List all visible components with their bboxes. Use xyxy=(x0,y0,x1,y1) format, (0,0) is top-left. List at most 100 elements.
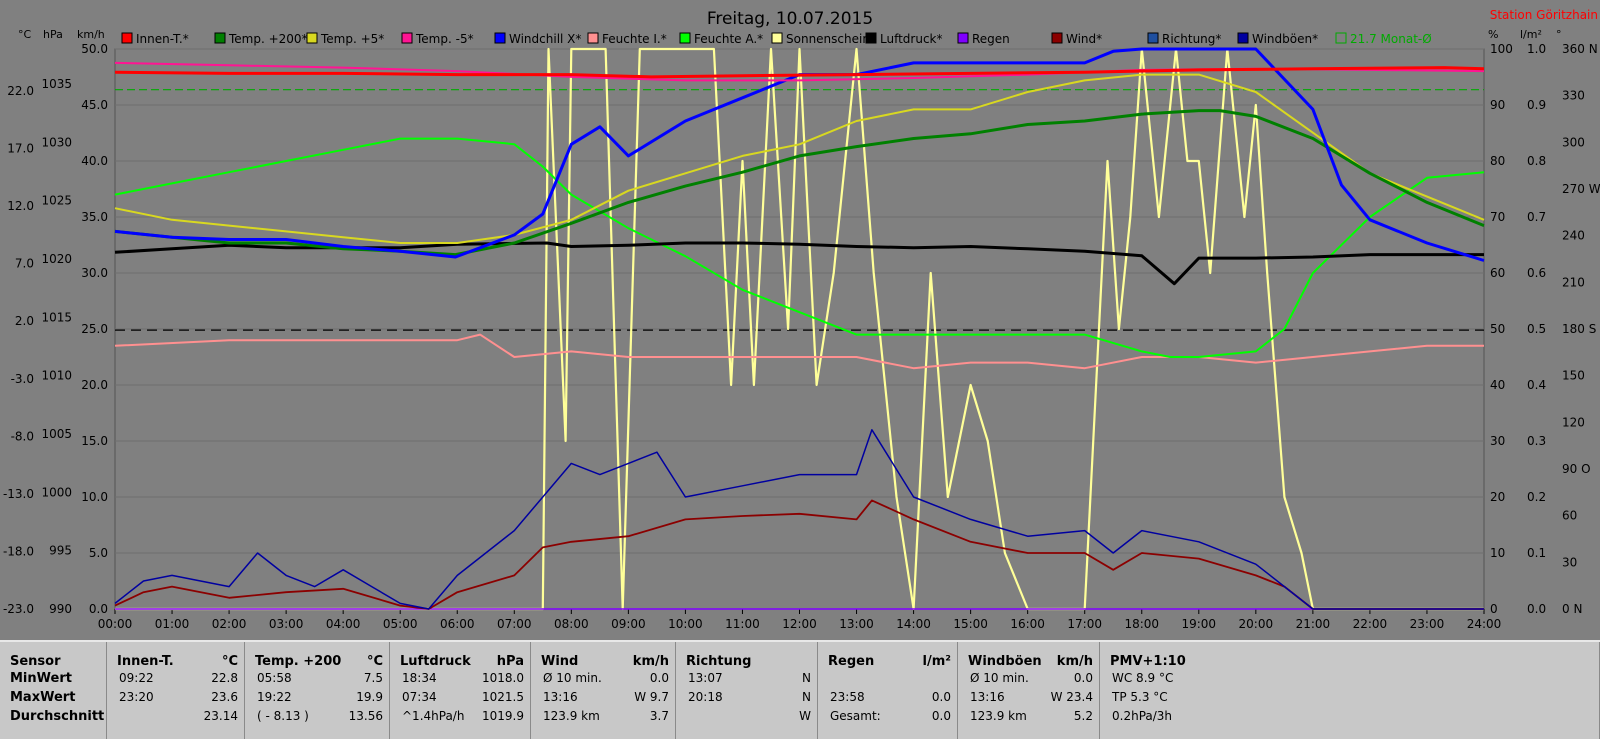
hpa-tick-label: 1010 xyxy=(41,369,72,383)
legend-label: Sonnenschein xyxy=(786,32,870,46)
series-line-feuchte-a xyxy=(114,137,1485,358)
time-tick-label: 16:00 xyxy=(1010,617,1045,631)
column-header: Regen xyxy=(828,654,875,669)
legend-swatch xyxy=(401,32,413,44)
celsius-tick-label: 7.0 xyxy=(15,257,34,271)
kmh-tick-label: 50.0 xyxy=(81,42,108,56)
kmh-tick-label: 35.0 xyxy=(81,210,108,224)
series-line-windb-en xyxy=(114,429,1484,610)
time-tick-label: 03:00 xyxy=(269,617,304,631)
column-header: PMV+1:10 xyxy=(1110,654,1186,669)
cell-time: 23:58 xyxy=(830,690,865,704)
legend-swatch xyxy=(865,32,877,44)
cell-time: Gesamt: xyxy=(830,709,881,723)
direction-tick-label: 330 xyxy=(1562,89,1585,103)
time-tick-label: 24:00 xyxy=(1467,617,1502,631)
reference-lines xyxy=(115,89,1484,331)
celsius-tick-label: 2.0 xyxy=(15,314,34,328)
direction-tick-label: 270 W xyxy=(1562,182,1600,196)
percent-tick-label: 70 xyxy=(1490,210,1505,224)
row-label: Durchschnitt xyxy=(10,709,105,724)
legend-swatch xyxy=(1335,32,1347,44)
hpa-tick-label: 1020 xyxy=(41,252,72,266)
lm2-tick-label: 0.0 xyxy=(1527,602,1546,616)
column-header: Temp. +200 xyxy=(255,654,342,669)
kmh-tick-label: 40.0 xyxy=(81,154,108,168)
cell-time: 07:34 xyxy=(402,690,437,704)
legend-label: Feuchte I.* xyxy=(602,32,667,46)
direction-tick-label: 0 N xyxy=(1562,602,1582,616)
cell-value: 1019.9 xyxy=(482,709,524,723)
cell-value: 19.9 xyxy=(356,690,383,704)
cell-value: W 9.7 xyxy=(634,690,669,704)
legend-swatch xyxy=(587,32,599,44)
unit-hpa: hPa xyxy=(43,28,63,41)
percent-tick-label: 10 xyxy=(1490,546,1505,560)
kmh-tick-label: 30.0 xyxy=(81,266,108,280)
cell-value: 0.0 xyxy=(1073,671,1093,685)
table-column: Innen-T. °C 09:22 22.8 23:20 23.6 23.14 xyxy=(107,642,245,739)
legend-swatch xyxy=(771,32,783,44)
direction-tick-label: 150 xyxy=(1562,369,1585,383)
cell-time: ( - 8.13 ) xyxy=(257,709,309,723)
percent-tick-label: 50 xyxy=(1490,322,1505,336)
kmh-tick-label: 45.0 xyxy=(81,98,108,112)
time-tick-label: 09:00 xyxy=(611,617,646,631)
table-column: Windböen km/h Ø 10 min. 0.0 13:16 W 23.4 123.9… xyxy=(958,642,1100,739)
celsius-tick-label: -8.0 xyxy=(11,429,34,443)
legend-label: Temp. +5* xyxy=(320,32,384,46)
kmh-tick-label: 15.0 xyxy=(81,434,108,448)
legend-swatch xyxy=(121,32,133,44)
direction-tick-label: 120 xyxy=(1562,415,1585,429)
cell-value: 0.0 xyxy=(931,709,951,723)
cell-time: 20:18 xyxy=(688,690,723,704)
cell-time: ^1.4hPa/h xyxy=(402,709,465,723)
hpa-tick-label: 990 xyxy=(49,602,72,616)
lm2-tick-label: 1.0 xyxy=(1527,42,1546,56)
percent-tick-label: 80 xyxy=(1490,154,1505,168)
table-column: Temp. +200 °C 05:58 7.5 19:22 19.9 ( - 8.13 ) 1… xyxy=(245,642,390,739)
cell-value: 0.0 xyxy=(931,690,951,704)
time-tick-label: 02:00 xyxy=(212,617,247,631)
time-tick-label: 04:00 xyxy=(326,617,361,631)
time-tick-label: 05:00 xyxy=(383,617,418,631)
table-column: Regen l/m² 23:58 0.0 Gesamt: 0.0 xyxy=(818,642,958,739)
cell-time: 18:34 xyxy=(402,671,437,685)
series-lines xyxy=(114,47,1485,611)
legend-swatch xyxy=(1051,32,1063,44)
cell-time: Ø 10 min. xyxy=(970,671,1029,685)
cell-value: 13.56 xyxy=(348,709,383,723)
column-unit: km/h xyxy=(632,654,669,669)
legend-label: Feuchte A.* xyxy=(694,32,763,46)
cell-time: 123.9 km xyxy=(970,709,1027,723)
celsius-tick-label: 22.0 xyxy=(7,84,34,98)
cell-value: 1021.5 xyxy=(482,690,524,704)
legend-label: Windböen* xyxy=(1252,32,1318,46)
percent-tick-label: 0 xyxy=(1490,602,1498,616)
percent-tick-label: 100 xyxy=(1490,42,1513,56)
hpa-tick-label: 1005 xyxy=(41,427,72,441)
hpa-tick-label: 1000 xyxy=(41,485,72,499)
direction-tick-label: 210 xyxy=(1562,275,1585,289)
chart-title: Freitag, 10.07.2015 xyxy=(707,9,873,29)
legend-swatch xyxy=(1237,32,1249,44)
row-label: MinWert xyxy=(10,671,72,686)
kmh-tick-label: 20.0 xyxy=(81,378,108,392)
direction-tick-label: 240 xyxy=(1562,229,1585,243)
series-line-temp-5 xyxy=(114,73,1485,244)
cell-value: 1018.0 xyxy=(482,671,524,685)
summary-table: Sensor MinWert MaxWert Durchschnitt Innen-T.… xyxy=(0,640,1600,739)
celsius-tick-label: -13.0 xyxy=(3,487,34,501)
column-header: Richtung xyxy=(686,654,752,669)
time-tick-label: 15:00 xyxy=(953,617,988,631)
direction-tick-label: 360 N xyxy=(1562,42,1598,56)
column-header: Luftdruck xyxy=(400,654,471,669)
cell-value: 0.0 xyxy=(649,671,669,685)
column-unit: °C xyxy=(221,654,238,669)
column-unit: °C xyxy=(366,654,383,669)
unit-lm2: l/m² xyxy=(1520,28,1542,41)
cell-value: 22.8 xyxy=(211,671,238,685)
series-line-innen-t xyxy=(114,66,1485,79)
legend-label: 21.7 Monat-Ø xyxy=(1350,32,1432,46)
unit-celsius: °C xyxy=(18,28,32,41)
